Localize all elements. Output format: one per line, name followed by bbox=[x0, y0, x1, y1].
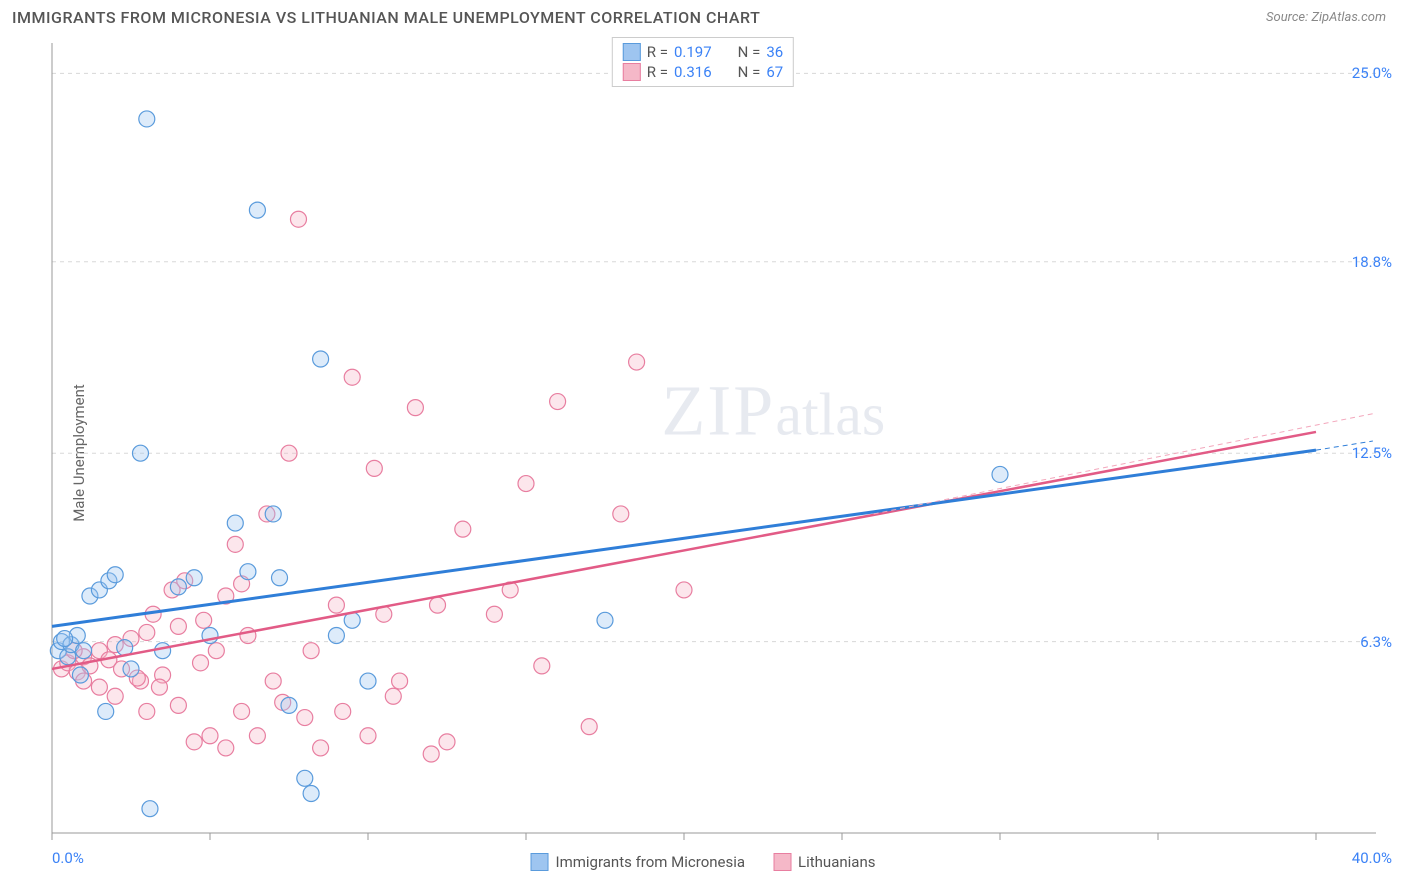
chart-container: Male Unemployment ZIPatlas R = 0.197 N =… bbox=[0, 33, 1406, 873]
n-label-2: N = bbox=[738, 63, 761, 81]
legend-row-series-2: R = 0.316 N = 67 bbox=[623, 62, 783, 82]
legend-swatch-1b bbox=[531, 853, 549, 871]
n-label-1: N = bbox=[738, 43, 761, 61]
y-tick-label: 12.5% bbox=[1352, 444, 1392, 462]
legend-swatch-1 bbox=[623, 43, 641, 61]
x-axis-min-label: 0.0% bbox=[52, 849, 84, 867]
y-tick-label: 18.8% bbox=[1352, 253, 1392, 271]
n-value-1: 36 bbox=[766, 43, 783, 61]
legend-item-1: Immigrants from Micronesia bbox=[531, 853, 746, 871]
source-link[interactable]: ZipAtlas.com bbox=[1311, 10, 1386, 25]
r-label-1: R = bbox=[647, 43, 668, 61]
chart-title: IMMIGRANTS FROM MICRONESIA VS LITHUANIAN… bbox=[12, 8, 760, 27]
legend-row-series-1: R = 0.197 N = 36 bbox=[623, 42, 783, 62]
series-2-name: Lithuanians bbox=[798, 853, 875, 871]
r-value-1: 0.197 bbox=[674, 43, 712, 61]
series-1-name: Immigrants from Micronesia bbox=[556, 853, 746, 871]
r-value-2: 0.316 bbox=[674, 63, 712, 81]
source-attribution: Source: ZipAtlas.com bbox=[1266, 10, 1386, 25]
legend-item-2: Lithuanians bbox=[773, 853, 875, 871]
legend-swatch-2b bbox=[773, 853, 791, 871]
x-axis-max-label: 40.0% bbox=[1352, 849, 1392, 867]
correlation-legend: R = 0.197 N = 36 R = 0.316 N = 67 bbox=[612, 37, 794, 87]
source-label: Source: bbox=[1266, 10, 1311, 25]
y-tick-label: 6.3% bbox=[1360, 633, 1392, 651]
y-tick-label: 25.0% bbox=[1352, 64, 1392, 82]
legend-swatch-2 bbox=[623, 63, 641, 81]
scatter-chart bbox=[0, 33, 1406, 873]
series-legend: Immigrants from Micronesia Lithuanians bbox=[531, 853, 876, 871]
r-label-2: R = bbox=[647, 63, 668, 81]
n-value-2: 67 bbox=[766, 63, 783, 81]
